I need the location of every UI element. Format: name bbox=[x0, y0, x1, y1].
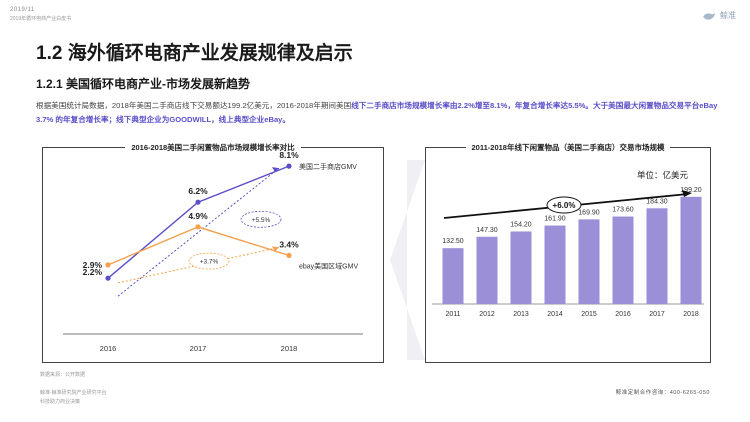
cagr-label: +3.7% bbox=[200, 259, 219, 266]
bar-value-label: 132.50 bbox=[442, 238, 464, 245]
x-tick-label: 2012 bbox=[479, 311, 495, 318]
growth-label: +6.0% bbox=[553, 201, 576, 210]
data-point bbox=[105, 275, 111, 281]
x-tick-label: 2015 bbox=[581, 311, 597, 318]
bar bbox=[646, 208, 668, 304]
bar bbox=[612, 216, 634, 304]
bar bbox=[578, 219, 600, 304]
data-label: 2.9% bbox=[83, 260, 103, 270]
data-point bbox=[286, 252, 292, 258]
cagr-trend-line bbox=[117, 246, 280, 284]
data-label: 3.4% bbox=[279, 239, 299, 249]
data-point bbox=[195, 199, 201, 205]
x-tick-label: 2017 bbox=[649, 311, 665, 318]
data-label: 8.1% bbox=[279, 150, 299, 160]
report-name: 2019年循环电商产业白皮书 bbox=[10, 16, 72, 22]
market-size-chart-box: 2011-2018年线下闲置物品（美国二手商店）交易市场规模 单位：亿美元 132… bbox=[425, 143, 711, 363]
data-label: 2.2% bbox=[83, 267, 103, 277]
page-title: 1.2 海外循环电商产业发展规律及启示 bbox=[36, 43, 353, 64]
bar-value-label: 147.30 bbox=[476, 227, 498, 234]
series-name-label: 美国二手商店GMV bbox=[299, 162, 357, 171]
bar-value-label: 173.60 bbox=[612, 207, 634, 214]
x-tick-label: 2011 bbox=[445, 311, 460, 318]
series-name-label: ebay美国区域GMV bbox=[299, 261, 358, 270]
x-tick-label: 2014 bbox=[547, 311, 563, 318]
bar bbox=[442, 248, 464, 304]
bar-chart: 单位：亿美元 132.50 2011 147.30 2012 154.20 2013 161.… bbox=[432, 170, 704, 318]
growth-rate-chart-box: 2016-2018美国二手闲置物品市场规模增长率对比 2016 2017 2018 +… bbox=[42, 143, 384, 363]
bar bbox=[476, 236, 498, 304]
x-tick-label: 2017 bbox=[190, 344, 207, 353]
data-label: 6.2% bbox=[188, 186, 208, 196]
x-tick-label: 2018 bbox=[683, 311, 699, 318]
whale-icon bbox=[703, 11, 715, 20]
trend-arrowhead bbox=[272, 167, 279, 173]
bar-value-label: 199.20 bbox=[680, 187, 702, 194]
line-chart-title: 2016-2018美国二手闲置物品市场规模增长率对比 bbox=[125, 143, 301, 152]
bar bbox=[510, 231, 532, 304]
transition-arrow-icon bbox=[390, 160, 425, 360]
bar bbox=[544, 225, 566, 304]
paragraph-highlight: 线下二手商店市场规模增长率由2.2%增至8.1%，年复合增长率达5.5%。大于美… bbox=[36, 101, 718, 124]
x-tick-label: 2013 bbox=[513, 311, 529, 318]
paragraph-text: 根据美国统计局数据，2018年美国二手商店线下交易额达199.2亿美元，2016… bbox=[36, 101, 352, 110]
line-chart: 2016 2017 2018 +5.5% 美国二手商店GMV +3.7% ebay美国区域G… bbox=[63, 150, 363, 353]
cagr-label: +5.5% bbox=[252, 217, 271, 224]
summary-paragraph: 根据美国统计局数据，2018年美国二手商店线下交易额达199.2亿美元，2016… bbox=[36, 99, 720, 127]
logo-text: 鲸准 bbox=[720, 11, 736, 20]
bar-chart-title: 2011-2018年线下闲置物品（美国二手商店）交易市场规模 bbox=[465, 143, 671, 152]
bar-value-label: 169.90 bbox=[578, 209, 600, 216]
data-point bbox=[195, 224, 201, 230]
x-tick-label: 2016 bbox=[615, 311, 631, 318]
cagr-badge bbox=[188, 252, 230, 270]
report-date: 2019/11 bbox=[10, 7, 35, 13]
data-point bbox=[105, 262, 111, 268]
data-label: 4.9% bbox=[188, 211, 208, 221]
growth-arrowhead bbox=[682, 190, 692, 197]
contact-info: 鲸准定制合作咨询：400-6265-050 bbox=[615, 390, 710, 396]
cagr-badge bbox=[240, 210, 282, 228]
data-point bbox=[286, 163, 292, 169]
x-tick-label: 2016 bbox=[100, 344, 117, 353]
footer-line1: 鲸准·鲸准研究院产业研究平台 bbox=[40, 390, 107, 396]
bar bbox=[680, 196, 702, 304]
bar-value-label: 161.90 bbox=[544, 216, 566, 223]
x-tick-label: 2018 bbox=[281, 344, 298, 353]
section-subtitle: 1.2.1 美国循环电商产业-市场发展新趋势 bbox=[36, 77, 251, 91]
unit-label: 单位：亿美元 bbox=[637, 170, 689, 180]
brand-logo: 鲸准 bbox=[702, 10, 736, 21]
bar-value-label: 184.30 bbox=[646, 198, 668, 205]
trend-arrowhead bbox=[272, 246, 279, 252]
footer-line2: 科技助力商业决策 bbox=[40, 399, 81, 405]
data-source: 数据来源：公开数据 bbox=[40, 372, 86, 378]
bar-value-label: 154.20 bbox=[510, 221, 532, 228]
growth-badge bbox=[546, 196, 582, 214]
